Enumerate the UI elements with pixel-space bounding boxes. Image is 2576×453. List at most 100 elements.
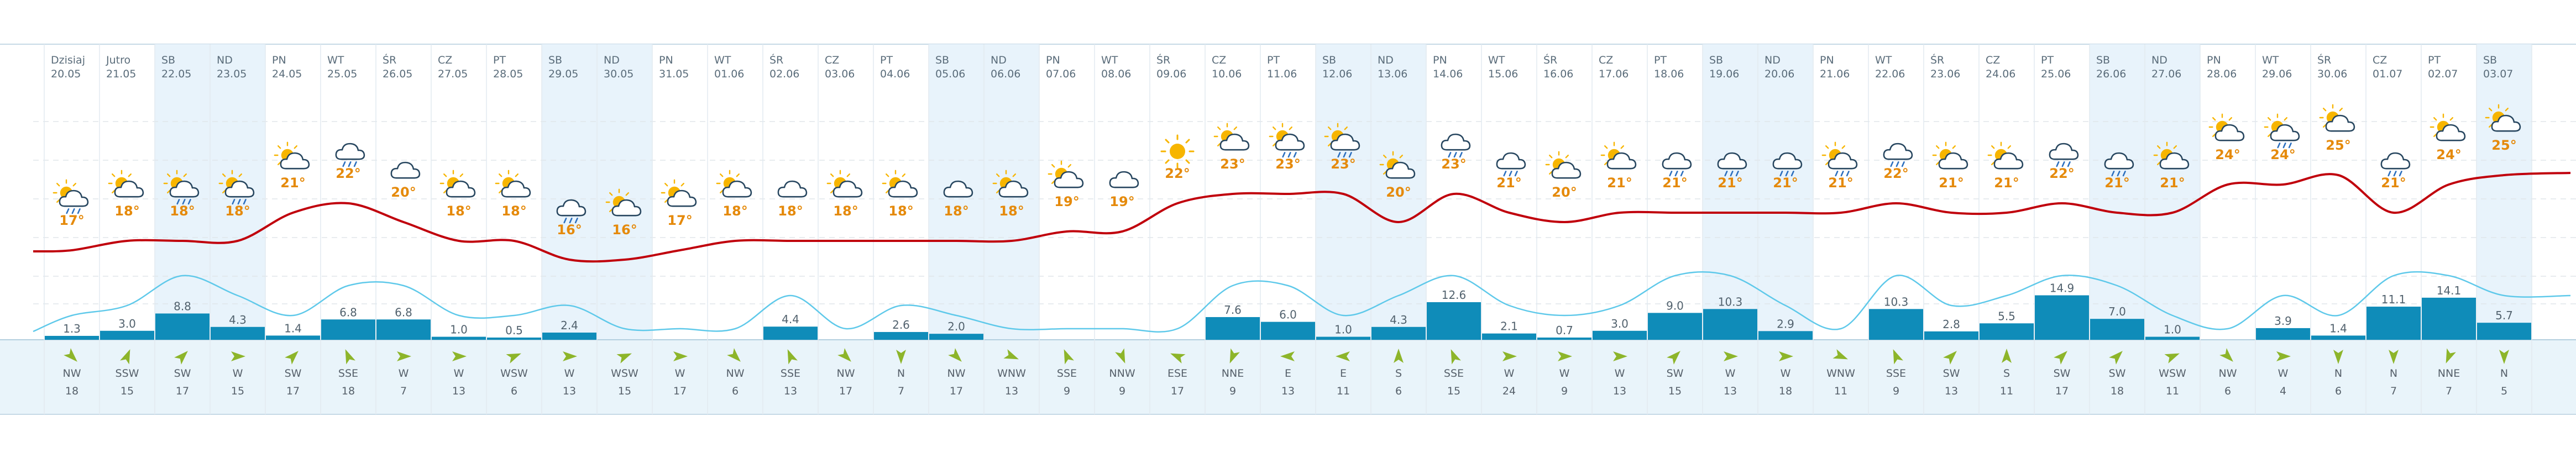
wind-direction: S — [1395, 367, 1402, 380]
precip-bar — [2477, 323, 2531, 340]
temp-label: 18° — [999, 203, 1024, 219]
wind-arrow-icon — [1170, 353, 1186, 364]
day-date: 02.06 — [769, 68, 799, 80]
wind-direction: N — [897, 367, 905, 380]
temp-label: 24° — [2215, 147, 2240, 162]
wind-speed: 13 — [784, 385, 797, 397]
wind-direction: SSE — [1057, 367, 1077, 380]
precip-bar — [2145, 336, 2200, 340]
day-name: CZ — [1212, 54, 1226, 66]
day-name: CZ — [1986, 54, 2000, 66]
precip-label: 3.0 — [118, 317, 136, 330]
temp-label: 18° — [501, 203, 526, 219]
precip-bar — [376, 319, 431, 340]
wind-speed: 17 — [839, 385, 852, 397]
temp-label: 24° — [2436, 147, 2461, 162]
precip-label: 1.4 — [2329, 322, 2347, 335]
day-date: 30.05 — [604, 68, 633, 80]
day-name: PT — [880, 54, 893, 66]
precip-bar — [1206, 317, 1260, 340]
wind-speed: 13 — [1613, 385, 1626, 397]
wind-arrow-icon — [2389, 350, 2399, 364]
precip-label: 3.9 — [2274, 314, 2292, 328]
wind-direction: SW — [285, 367, 302, 380]
wind-speed: 17 — [673, 385, 687, 397]
weekend-band — [2090, 44, 2145, 340]
wind-direction: SW — [2054, 367, 2071, 380]
precip-label: 12.6 — [1442, 288, 1467, 302]
day-name: ŚR — [1156, 53, 1170, 66]
wind-direction: W — [675, 367, 685, 380]
wind-speed: 11 — [2000, 385, 2013, 397]
temp-label: 18° — [446, 203, 471, 219]
weekend-band — [1758, 44, 1813, 340]
temp-label: 25° — [2491, 138, 2516, 153]
precip-label: 1.0 — [450, 323, 468, 336]
temp-label: 16° — [557, 222, 582, 238]
wind-arrow-icon — [2499, 350, 2509, 364]
day-name: CZ — [2373, 54, 2387, 66]
day-date: 10.06 — [1212, 68, 1242, 80]
temp-label: 20° — [391, 185, 416, 200]
precip-bar — [2422, 297, 2476, 340]
wind-direction: SW — [174, 367, 191, 380]
day-date: 01.06 — [714, 68, 744, 80]
wind-direction: SSE — [781, 367, 800, 380]
day-name: WT — [327, 54, 344, 66]
wind-arrow-icon — [616, 353, 632, 364]
precip-bar — [763, 326, 818, 340]
precip-bar — [2311, 335, 2365, 340]
day-date: 20.06 — [1765, 68, 1794, 80]
wind-speed: 7 — [2446, 385, 2452, 397]
wind-speed: 7 — [898, 385, 904, 397]
wind-speed: 13 — [452, 385, 465, 397]
temp-label: 23° — [1220, 156, 1245, 172]
precip-bar — [1371, 326, 1426, 340]
wind-direction: SSW — [116, 367, 139, 380]
day-date: 26.05 — [383, 68, 412, 80]
precip-label: 6.8 — [339, 305, 357, 319]
day-date: 30.06 — [2317, 68, 2347, 80]
wind-arrow-icon — [1893, 349, 1903, 365]
precip-bar — [266, 335, 320, 340]
temp-label: 21° — [1718, 175, 1742, 191]
temp-label: 17° — [667, 213, 692, 228]
day-name: ND — [1378, 54, 1394, 66]
precip-label: 11.1 — [2381, 293, 2406, 306]
day-date: 03.07 — [2483, 68, 2513, 80]
day-name: SB — [935, 54, 949, 66]
day-name: ND — [604, 54, 620, 66]
day-date: 15.06 — [1488, 68, 1518, 80]
temp-label: 20° — [1386, 185, 1411, 200]
day-date: 09.06 — [1156, 68, 1186, 80]
day-name: ŚR — [1543, 53, 1557, 66]
precip-bar — [155, 313, 210, 340]
wind-speed: 13 — [1281, 385, 1295, 397]
day-name: SB — [161, 54, 175, 66]
day-date: 12.06 — [1322, 68, 1352, 80]
day-name: CZ — [825, 54, 839, 66]
precip-label: 5.5 — [1998, 309, 2015, 323]
wind-direction: ESE — [1167, 367, 1187, 380]
wind-arrow-icon — [1451, 349, 1461, 365]
wind-direction: NNE — [1222, 367, 1244, 380]
day-name: Dzisiaj — [51, 54, 85, 66]
day-date: 17.06 — [1599, 68, 1629, 80]
precip-bar — [2090, 319, 2144, 340]
wind-arrow-icon — [1502, 351, 1517, 361]
day-date: 11.06 — [1267, 68, 1297, 80]
wind-direction: WSW — [2159, 367, 2186, 380]
wind-speed: 13 — [1724, 385, 1737, 397]
temp-label: 22° — [1165, 166, 1190, 181]
wind-speed: 17 — [950, 385, 963, 397]
day-name: SB — [548, 54, 562, 66]
wind-speed: 9 — [1064, 385, 1070, 397]
wind-arrow-icon — [506, 353, 521, 364]
precip-label: 2.0 — [947, 320, 965, 333]
wind-arrow-icon — [896, 350, 906, 364]
day-date: 27.06 — [2151, 68, 2181, 80]
wind-speed: 13 — [1945, 385, 1958, 397]
temp-label: 18° — [833, 203, 858, 219]
wind-direction: WSW — [611, 367, 638, 380]
